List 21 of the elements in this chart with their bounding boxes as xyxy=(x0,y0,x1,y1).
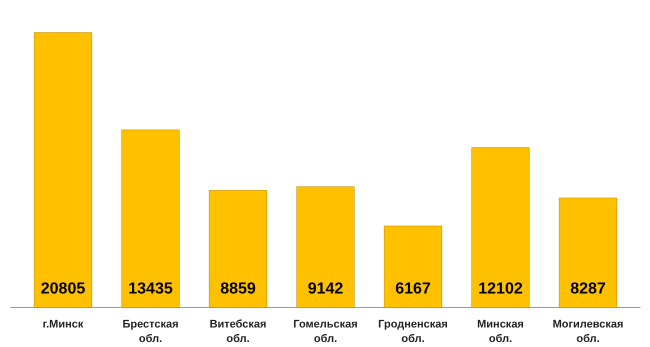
bar xyxy=(121,130,180,308)
bar xyxy=(296,186,355,308)
bar xyxy=(471,147,530,308)
data-label: 8287 xyxy=(570,280,606,298)
data-label: 13435 xyxy=(128,280,173,298)
data-label: 6167 xyxy=(395,280,431,298)
data-label: 8859 xyxy=(220,280,256,298)
bar xyxy=(34,32,92,308)
x-tick-label: Витебская обл. xyxy=(210,318,266,345)
x-tick-label: Гродненская обл. xyxy=(378,318,448,345)
data-label: 9142 xyxy=(308,280,344,298)
bar xyxy=(208,190,268,308)
x-tick-label: Минская обл. xyxy=(477,318,524,345)
x-tick-label: г.Минск xyxy=(42,318,84,330)
data-label: 12102 xyxy=(478,280,523,298)
data-label: 20805 xyxy=(40,280,86,298)
x-tick-label: Могилевская обл. xyxy=(552,318,624,345)
x-tick-label: Гомельская обл. xyxy=(293,318,358,345)
x-tick-label: Брестская обл. xyxy=(122,318,179,345)
bar xyxy=(384,226,442,308)
bar xyxy=(558,198,618,308)
